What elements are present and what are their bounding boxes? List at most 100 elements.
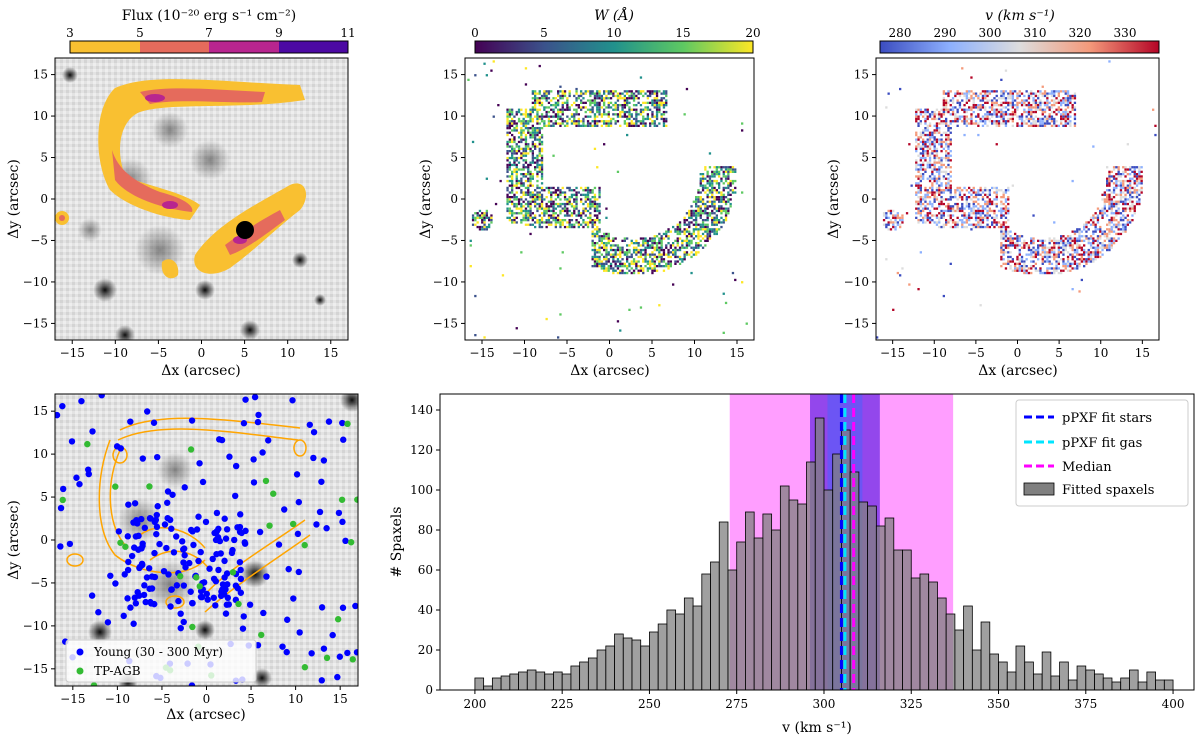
map-pixel [724, 175, 728, 178]
map-pixel [538, 166, 541, 169]
map-pixel [603, 242, 606, 245]
map-pixel [616, 94, 620, 98]
young-star-marker [153, 511, 160, 519]
map-pixel [515, 175, 518, 178]
map-pixel [642, 260, 645, 263]
map-pixel [582, 120, 585, 123]
map-pixel [1000, 104, 1003, 107]
map-pixel [607, 120, 610, 123]
map-pixel [506, 156, 509, 160]
young-star-marker [120, 612, 127, 620]
map-pixel [598, 209, 601, 213]
map-pixel [603, 110, 606, 114]
map-pixel [1030, 267, 1033, 270]
map-pixel [1007, 120, 1010, 123]
map-pixel [977, 97, 980, 100]
map-pixel [968, 207, 971, 210]
map-pixel [1041, 85, 1044, 88]
tpagb-star-marker [334, 616, 342, 623]
map-pixel [1062, 235, 1065, 238]
map-pixel [607, 242, 610, 245]
map-pixel [1014, 113, 1017, 116]
map-pixel [1018, 115, 1021, 118]
map-pixel [559, 191, 562, 194]
map-pixel [1124, 198, 1127, 201]
map-pixel [922, 138, 925, 141]
map-pixel [963, 221, 966, 224]
map-pixel [993, 110, 996, 114]
map-pixel [1083, 244, 1086, 247]
map-pixel [1064, 237, 1067, 240]
map-pixel [1011, 260, 1014, 263]
map-pixel [598, 255, 601, 259]
map-pixel [1087, 242, 1090, 245]
map-pixel [1062, 253, 1065, 256]
map-pixel [1000, 244, 1003, 247]
map-pixel [642, 110, 645, 114]
map-pixel [954, 117, 957, 121]
map-pixel [965, 99, 968, 102]
young-star-marker [125, 501, 132, 508]
map-pixel [958, 207, 962, 210]
map-pixel [635, 262, 638, 265]
map-pixel [589, 191, 592, 194]
young-star-marker [228, 549, 236, 557]
map-pixel [635, 120, 638, 123]
map-pixel [919, 214, 922, 217]
map-pixel [988, 207, 991, 210]
map-pixel [536, 115, 539, 118]
map-pixel [935, 127, 939, 130]
map-pixel [1124, 202, 1127, 206]
histogram-bar [718, 521, 729, 691]
map-pixel [1050, 246, 1054, 249]
map-pixel [550, 221, 553, 224]
map-pixel [655, 248, 659, 252]
map-pixel [1083, 225, 1086, 229]
map-pixel [573, 198, 576, 201]
histogram-bar [500, 675, 511, 691]
map-pixel [1034, 110, 1037, 114]
map-pixel [591, 223, 594, 226]
map-pixel [935, 177, 939, 180]
map-pixel [511, 156, 514, 160]
map-pixel [531, 101, 534, 104]
map-pixel [951, 110, 955, 114]
map-pixel [655, 110, 659, 114]
map-pixel [699, 214, 702, 217]
map-pixel [630, 242, 633, 245]
map-pixel [1043, 90, 1047, 93]
map-pixel [984, 115, 987, 118]
map-pixel [626, 99, 629, 102]
map-pixel [598, 262, 601, 265]
map-pixel [621, 239, 624, 242]
map-pixel [678, 246, 682, 249]
map-pixel [531, 136, 534, 139]
map-pixel [924, 221, 927, 224]
map-pixel [573, 117, 576, 121]
map-pixel [1023, 271, 1026, 275]
map-pixel [1133, 166, 1136, 169]
map-pixel [922, 219, 925, 222]
tpagb-star-marker [187, 446, 195, 453]
map-pixel [1000, 248, 1003, 252]
map-pixel [593, 223, 597, 226]
map-pixel [704, 219, 707, 222]
map-pixel [616, 97, 620, 100]
map-pixel [653, 106, 656, 109]
map-pixel [515, 124, 518, 127]
young-star-marker [226, 453, 233, 460]
histogram-bar [1120, 677, 1130, 691]
map-pixel [711, 228, 714, 231]
map-pixel [1018, 244, 1021, 247]
map-pixel [506, 179, 509, 183]
map-pixel [977, 212, 980, 215]
map-pixel [697, 228, 700, 231]
map-pixel [1096, 239, 1100, 242]
map-pixel [1103, 212, 1106, 215]
map-pixel [935, 138, 939, 141]
map-pixel [1030, 260, 1033, 263]
map-pixel [607, 260, 610, 263]
map-pixel [623, 101, 626, 104]
map-pixel [1108, 184, 1111, 187]
map-pixel [1126, 143, 1129, 146]
